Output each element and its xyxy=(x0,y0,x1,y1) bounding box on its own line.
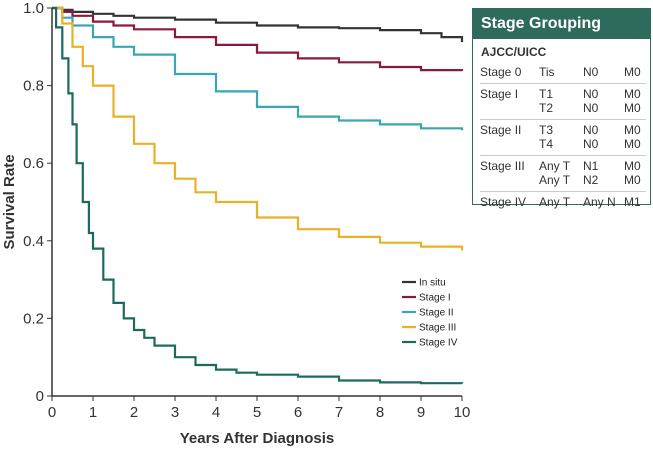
x-tick-label: 8 xyxy=(376,404,384,421)
x-tick-label: 6 xyxy=(294,404,302,421)
stage-table-title: Stage Grouping xyxy=(473,9,650,39)
stage-cell-text: Tis xyxy=(539,65,555,79)
x-ticks-group: 0 1 2 3 4 5 6 7 8 9 10 xyxy=(48,396,471,421)
stage-cell-t: T3 T4 xyxy=(539,123,583,151)
stage-cell-text: M0 xyxy=(624,87,641,101)
y-tick-label: 0.6 xyxy=(23,155,44,172)
stage-cell-text: Stage 0 xyxy=(480,65,522,79)
x-tick-label: 2 xyxy=(130,404,138,421)
stage-cell-n: N0 xyxy=(583,65,624,79)
y-tick-label: 0.8 xyxy=(23,78,44,95)
stage-cell-text: M0 xyxy=(624,65,641,79)
stage-cell-text: Any T xyxy=(539,159,571,173)
stage-cell-stage: Stage IV xyxy=(480,195,539,209)
curves-group xyxy=(52,6,464,385)
stage-cell-text: M0 xyxy=(624,137,641,151)
stage-row: Stage 0 Tis N0 M0 xyxy=(480,62,646,84)
y-ticks-group: 0 0.2 0.4 0.6 0.8 1.0 xyxy=(23,0,52,405)
stage-cell-stage: Stage III xyxy=(480,159,539,187)
stage-cell-text: Any N xyxy=(583,195,616,209)
stage-row: Stage II T3 T4 N0 N0 M0 M0 xyxy=(480,120,646,156)
stage-cell-m: M0 M0 xyxy=(624,123,646,151)
y-tick-label: 0 xyxy=(36,388,44,405)
legend-label: In situ xyxy=(419,278,446,289)
stage-cell-n: N1 N2 xyxy=(583,159,624,187)
stage-cell-t: Any T Any T xyxy=(539,159,583,187)
stage-cell-text: N0 xyxy=(583,137,599,151)
stage-cell-text: Stage II xyxy=(480,123,522,137)
x-tick-label: 1 xyxy=(89,404,97,421)
x-tick-label: 4 xyxy=(212,404,220,421)
stage-cell-n: N0 N0 xyxy=(583,123,624,151)
stage-cell-n: N0 N0 xyxy=(583,87,624,115)
series-line-5 xyxy=(52,6,464,385)
series-line-1 xyxy=(52,6,464,43)
stage-cell-stage: Stage II xyxy=(480,123,539,151)
series-line-3 xyxy=(52,6,464,131)
legend-label: Stage II xyxy=(419,308,453,319)
stage-cell-stage: Stage I xyxy=(480,87,539,115)
stage-cell-t: T1 T2 xyxy=(539,87,583,115)
stage-cell-text: T4 xyxy=(539,137,554,151)
stage-cell-text: T3 xyxy=(539,123,554,137)
legend-label: Stage I xyxy=(419,293,451,304)
stage-cell-text: T2 xyxy=(539,101,554,115)
stage-cell-t: Any T xyxy=(539,195,583,209)
x-tick-label: 0 xyxy=(48,404,56,421)
x-tick-label: 5 xyxy=(253,404,261,421)
stage-table-subtitle: AJCC/UICC xyxy=(481,45,547,59)
stage-cell-n: Any N xyxy=(583,195,624,209)
stage-cell-text: M0 xyxy=(624,123,641,137)
y-tick-label: 0.4 xyxy=(23,233,44,250)
stage-cell-text: N0 xyxy=(583,87,599,101)
x-tick-label: 10 xyxy=(454,404,471,421)
stage-cell-m: M0 M0 xyxy=(624,159,646,187)
stage-cell-text: M0 xyxy=(624,101,641,115)
stage-cell-m: M1 xyxy=(624,195,646,209)
stage-cell-text: N2 xyxy=(583,173,599,187)
stage-row: Stage III Any T Any T N1 N2 M0 M0 xyxy=(480,156,646,192)
stage-cell-stage: Stage 0 xyxy=(480,65,539,79)
stage-cell-text: Any T xyxy=(539,195,571,209)
y-tick-label: 0.2 xyxy=(23,310,44,327)
series-line-4 xyxy=(52,6,464,251)
y-axis-title: Survival Rate xyxy=(1,154,18,249)
stage-cell-text: M0 xyxy=(624,173,641,187)
x-axis-title: Years After Diagnosis xyxy=(180,430,335,447)
stage-cell-text: M0 xyxy=(624,159,641,173)
stage-cell-text: N1 xyxy=(583,159,599,173)
stage-cell-text: N0 xyxy=(583,123,599,137)
stage-cell-t: Tis xyxy=(539,65,583,79)
series-line-2 xyxy=(52,6,464,72)
stage-row: Stage IV Any T Any N M1 xyxy=(480,192,646,213)
legend-label: Stage IV xyxy=(419,338,458,349)
stage-cell-text: T1 xyxy=(539,87,554,101)
stage-cell-text: Stage III xyxy=(480,159,525,173)
legend: In situ Stage I Stage II Stage III Stage IV xyxy=(402,278,458,349)
y-tick-label: 1.0 xyxy=(23,0,44,17)
stage-cell-text: Stage IV xyxy=(480,195,527,209)
x-tick-label: 7 xyxy=(335,404,343,421)
stage-cell-text: M1 xyxy=(624,195,641,209)
stage-cell-text: N0 xyxy=(583,101,599,115)
stage-cell-m: M0 xyxy=(624,65,646,79)
x-tick-label: 3 xyxy=(171,404,179,421)
stage-row: Stage I T1 T2 N0 N0 M0 M0 xyxy=(480,84,646,120)
legend-label: Stage III xyxy=(419,323,456,334)
stage-cell-text: Stage I xyxy=(480,87,519,101)
stage-cell-text: Any T xyxy=(539,173,571,187)
stage-cell-m: M0 M0 xyxy=(624,87,646,115)
stage-cell-text: N0 xyxy=(583,65,599,79)
stage-table-rows: Stage 0 Tis N0 M0 Stage I T1 T2 N0 N0 M0 M0 Stage I… xyxy=(473,62,650,213)
stage-grouping-table: Stage Grouping AJCC/UICC Stage 0 Tis N0 M0 S… xyxy=(472,8,651,209)
x-tick-label: 9 xyxy=(417,404,425,421)
